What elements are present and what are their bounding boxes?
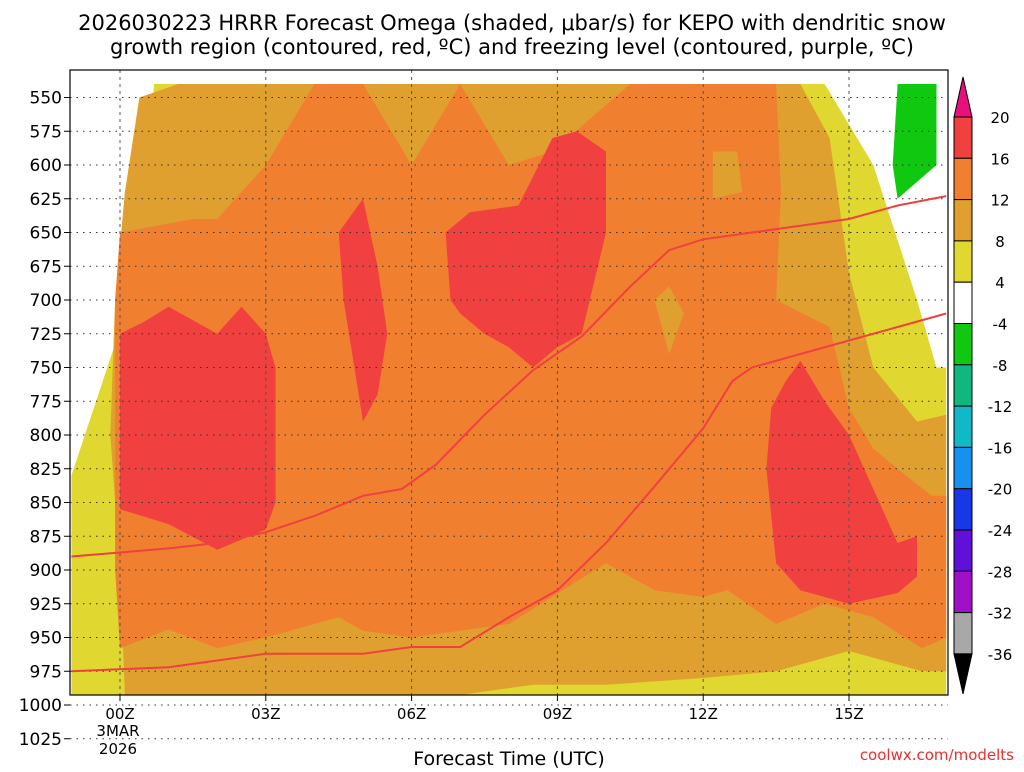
colorbar-swatch-9 [953, 488, 973, 531]
colorbar-swatch-6 [953, 364, 973, 407]
x-tick-label-06Z: 06Z [397, 705, 426, 723]
contour-line-2 [839, 732, 946, 742]
colorbar-swatch-2 [953, 199, 973, 242]
omega-region-ge8-9 [654, 286, 684, 354]
contour-lines [71, 195, 947, 742]
colorbar-label-13: -36 [988, 646, 1013, 664]
y-tick-label-1025: 1025 [19, 730, 62, 750]
y-tick-label-675: 675 [30, 257, 62, 277]
colorbar-swatch-0 [953, 116, 973, 159]
colorbar-swatch-7 [953, 405, 973, 448]
colorbar-label-10: -24 [988, 522, 1013, 540]
y-tick-label-850: 850 [30, 494, 62, 514]
date-label-month: 3MAR [96, 722, 139, 740]
omega-region-ge8-8 [712, 151, 743, 199]
y-tick-label-800: 800 [30, 426, 62, 446]
colorbar-label-0: 20 [990, 109, 1009, 127]
credit-text: coolwx.com/modelts [860, 746, 1014, 764]
colorbar-label-1: 16 [990, 150, 1009, 168]
x-tick-label-15Z: 15Z [834, 705, 863, 723]
colorbar-label-12: -32 [988, 605, 1013, 623]
colorbar-label-4: 4 [995, 274, 1005, 292]
y-tick-label-900: 900 [30, 561, 62, 581]
axes: 550 575 600 625 650 675 700 725 750 775 800 825 850 8… [19, 69, 949, 750]
colorbar-label-3: 8 [995, 233, 1005, 251]
colorbar-label-11: -28 [988, 563, 1013, 581]
omega-region-ge12-2 [115, 84, 947, 649]
colorbar-label-5: -4 [993, 316, 1008, 334]
x-tick-label-03Z: 03Z [251, 705, 280, 723]
colorbar-swatch-3 [953, 240, 973, 283]
y-tick-label-875: 875 [30, 527, 62, 547]
omega-region-ge16-3 [120, 306, 276, 550]
x-tick-label-00Z: 00Z [105, 705, 134, 723]
colorbar-label-6: -8 [993, 357, 1008, 375]
colorbar-label-9: -20 [988, 481, 1013, 499]
colorbar-label-2: 12 [990, 192, 1009, 210]
x-tick-label-09Z: 09Z [543, 705, 572, 723]
omega-shading [70, 70, 948, 695]
y-tick-label-775: 775 [30, 392, 62, 412]
contour-group [71, 195, 947, 742]
colorbar-swatch-11 [953, 570, 973, 614]
y-tick-label-925: 925 [30, 595, 62, 615]
plot-frame [69, 69, 949, 696]
contour-line-0 [71, 195, 947, 558]
y-tick-label-1000: 1000 [19, 696, 62, 716]
plot-area [70, 70, 948, 695]
y-tick-label-825: 825 [30, 460, 62, 480]
colorbar-swatch-5 [953, 323, 973, 366]
colorbar-top-arrow [953, 76, 973, 118]
contour-line-1 [71, 312, 947, 673]
omega-region-ge16-6 [766, 360, 917, 604]
y-tick-label-725: 725 [30, 325, 62, 345]
y-tick-label-600: 600 [30, 156, 62, 176]
omega-region-ge16-5 [445, 131, 606, 368]
omega-region-ge16-4 [338, 198, 388, 422]
y-tick-label-975: 975 [30, 662, 62, 682]
y-tick-label-575: 575 [30, 122, 62, 142]
x-axis-label: Forecast Time (UTC) [413, 748, 604, 768]
colorbar-swatch-10 [953, 529, 973, 572]
colorbar: 20 16 12 8 4 -4 -8 -12 -16 -20 -24 -28 -32 -36 [953, 76, 1013, 695]
y-tick-label-700: 700 [30, 291, 62, 311]
date-label-year: 2026 [99, 740, 137, 758]
colorbar-label-8: -16 [988, 439, 1013, 457]
colorbar-bottom-arrow [953, 653, 973, 695]
y-tick-label-550: 550 [30, 89, 62, 109]
colorbar-label-7: -12 [988, 398, 1013, 416]
colorbar-swatch-12 [953, 612, 973, 655]
y-tick-label-650: 650 [30, 224, 62, 244]
y-tick-label-625: 625 [30, 190, 62, 210]
y-tick-label-950: 950 [30, 629, 62, 649]
chart-title-line1: 2026030223 HRRR Forecast Omega (shaded, … [78, 11, 946, 35]
colorbar-swatch-1 [953, 157, 973, 201]
chart-title-line2: growth region (contoured, red, ºC) and f… [110, 35, 914, 59]
colorbar-swatch-8 [953, 446, 973, 490]
y-tick-label-750: 750 [30, 359, 62, 379]
x-tick-label-12Z: 12Z [689, 705, 718, 723]
colorbar-swatch-4 [953, 281, 973, 325]
omega-region-le_minus4-7 [892, 84, 937, 199]
